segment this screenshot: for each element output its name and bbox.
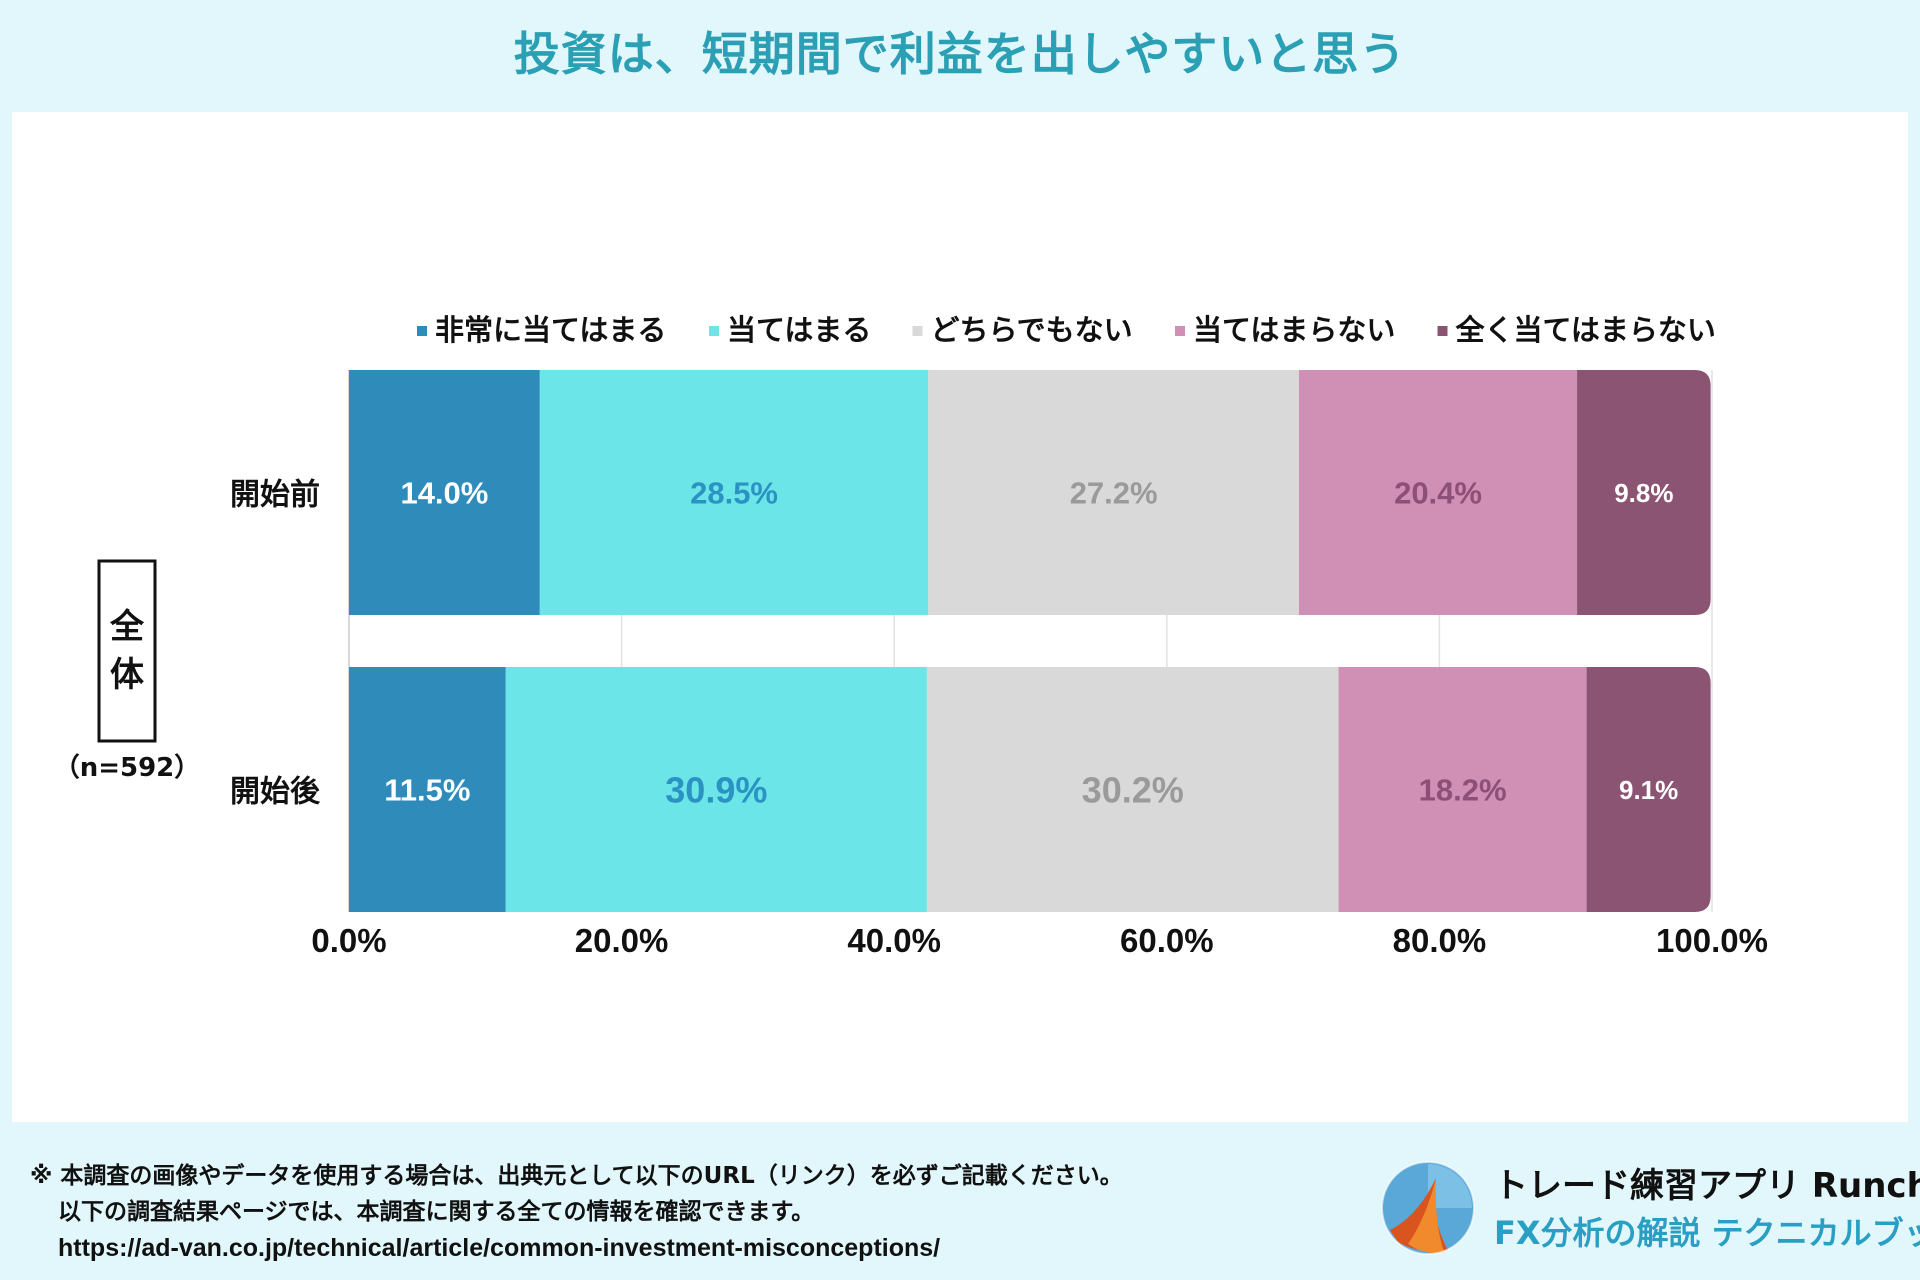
x-tick-label: 100.0% [1656, 922, 1768, 959]
x-tick-label: 60.0% [1120, 922, 1214, 959]
legend-swatch [709, 326, 719, 336]
legend-swatch [912, 326, 923, 336]
legend-label: 全く当てはまらない [1455, 313, 1716, 347]
legend-label: 非常に当てはまる [435, 313, 666, 347]
footer-note-line2: 以下の調査結果ページでは、本調査に関する全ての情報を確認できます。 [58, 1199, 815, 1225]
group-box [97, 559, 157, 743]
bar-segment [1338, 667, 1587, 912]
category-label: 開始後 [230, 775, 321, 810]
bar-segment [1577, 370, 1711, 615]
data-label: 9.1% [1619, 775, 1678, 805]
group-label-char: 全 [109, 607, 145, 647]
bar-segment [349, 667, 506, 912]
data-label: 11.5% [384, 773, 470, 808]
bar-segment [1299, 370, 1578, 615]
bar-segment [926, 667, 1339, 912]
x-tick-label: 80.0% [1393, 922, 1487, 959]
group-label-char: 体 [110, 655, 144, 695]
legend-label: 当てはまらない [1193, 313, 1395, 347]
data-label: 27.2% [1070, 476, 1158, 511]
brand-name: トレード練習アプリ Runcha [1494, 1166, 1920, 1206]
footer-note-line1: ※ 本調査の画像やデータを使用する場合は、出典元として以下のURL（リンク）を必… [30, 1163, 1123, 1189]
chart-panel: 14.0% 28.5% 27.2% 20.4% 9.8% 開始前 11.5% 30.9% 30.… [12, 112, 1908, 1122]
bar-segment [349, 370, 540, 615]
data-label: 9.8% [1614, 478, 1673, 508]
legend-label: どちらでもない [931, 313, 1133, 347]
bar-segment [539, 370, 929, 615]
data-label: 28.5% [690, 476, 778, 511]
data-label: 30.2% [1082, 769, 1184, 810]
legend-swatch [1437, 326, 1448, 336]
bar-segment [1586, 667, 1711, 912]
x-tick-label: 40.0% [847, 922, 941, 959]
sample-size-label: （n=592） [54, 753, 201, 783]
footer-url[interactable]: https://ad-van.co.jp/technical/article/c… [58, 1234, 941, 1262]
bar-segment [928, 370, 1300, 615]
runcha-logo-icon [1381, 1161, 1475, 1255]
brand-subtitle: FX分析の解説 テクニカルブック [1494, 1214, 1920, 1252]
legend-label: 当てはまる [727, 313, 871, 347]
data-label: 30.9% [665, 769, 767, 810]
data-label: 14.0% [400, 476, 488, 511]
brand-block: トレード練習アプリ Runcha FX分析の解説 テクニカルブック [1378, 1158, 1920, 1268]
legend-swatch [417, 326, 427, 336]
page-title: 投資は、短期間で利益を出しやすいと思う [513, 27, 1407, 81]
legend-swatch [1175, 326, 1185, 336]
category-label: 開始前 [230, 478, 320, 513]
data-label: 20.4% [1394, 476, 1482, 511]
x-tick-label: 20.0% [575, 922, 669, 959]
stacked-bar-chart: 14.0% 28.5% 27.2% 20.4% 9.8% 開始前 11.5% 30.9% 30.… [54, 313, 1768, 959]
bar-segment [505, 667, 927, 912]
x-tick-label: 0.0% [311, 922, 386, 959]
data-label: 18.2% [1419, 773, 1507, 808]
footer-notes: ※ 本調査の画像やデータを使用する場合は、出典元として以下のURL（リンク）を必… [30, 1158, 1123, 1266]
